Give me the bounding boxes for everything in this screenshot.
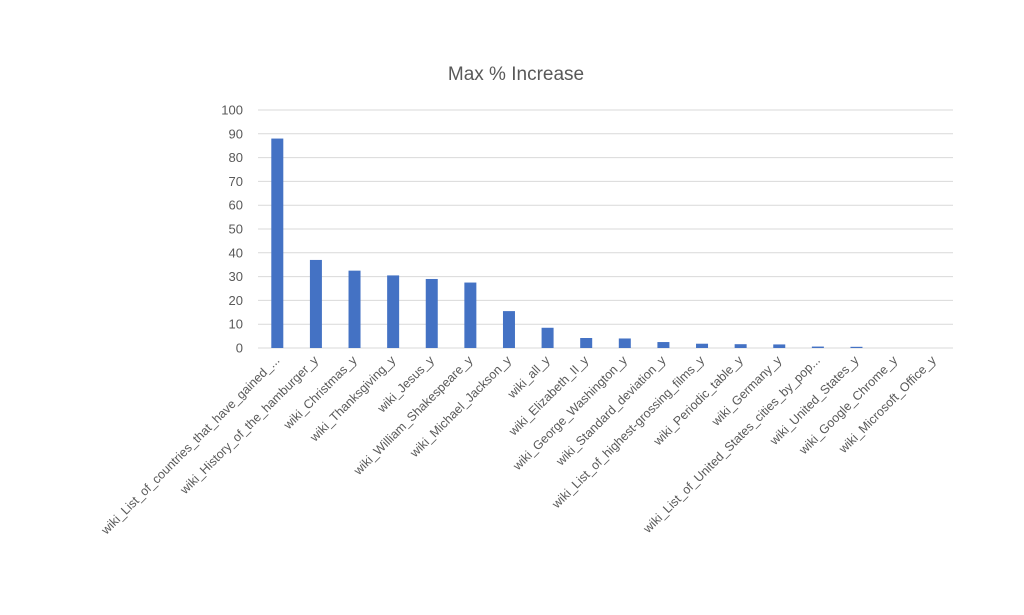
bar	[618, 338, 631, 348]
bar	[657, 342, 670, 348]
y-tick-label: 60	[229, 198, 243, 213]
x-category-label: wiki_History_of_the_hamburger_y	[177, 353, 322, 498]
x-category-label: wiki_List_of_United_States_cities_by_pop…	[640, 353, 823, 536]
bar	[734, 344, 747, 348]
bar	[696, 343, 709, 348]
x-axis-labels: wiki_List_of_countries_that_have_gained_…	[98, 353, 939, 538]
bar	[309, 259, 322, 348]
bar	[464, 282, 477, 348]
bar	[425, 278, 438, 348]
bar	[348, 270, 361, 348]
y-tick-label: 90	[229, 126, 243, 141]
bars	[271, 138, 863, 348]
bar	[271, 138, 284, 348]
x-category-label: wiki_Germany_y	[708, 353, 784, 429]
y-tick-label: 50	[229, 222, 243, 237]
gridlines	[258, 109, 953, 349]
y-tick-label: 30	[229, 269, 243, 284]
y-tick-label: 0	[236, 341, 243, 356]
bar	[773, 344, 786, 348]
y-tick-label: 70	[229, 174, 243, 189]
y-axis-ticks: 0 10 20 30 40 50 60 70 80 90 100	[221, 103, 243, 356]
x-category-label: wiki_List_of_countries_that_have_gained_…	[98, 353, 283, 538]
y-tick-label: 100	[221, 103, 243, 118]
bar	[850, 346, 863, 348]
y-tick-label: 20	[229, 293, 243, 308]
bar	[541, 327, 554, 348]
bar	[387, 275, 400, 348]
bar	[502, 311, 515, 348]
bar	[811, 346, 824, 348]
chart-title: Max % Increase	[448, 64, 584, 85]
y-tick-label: 10	[229, 317, 243, 332]
y-tick-label: 80	[229, 150, 243, 165]
bar	[580, 338, 593, 348]
y-tick-label: 40	[229, 245, 243, 260]
